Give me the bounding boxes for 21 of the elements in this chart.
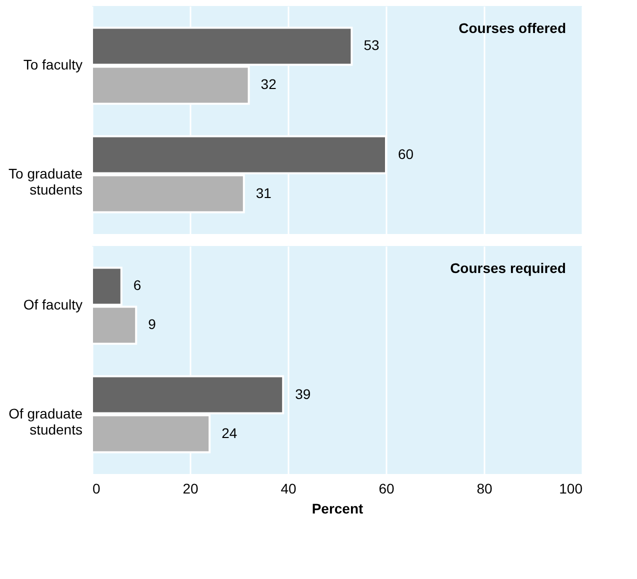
y-tick-label: To graduate students xyxy=(8,165,83,198)
y-tick-label: Of graduate students xyxy=(8,405,83,438)
data-label: 32 xyxy=(260,76,277,92)
x-tick-label: 20 xyxy=(182,480,198,496)
x-tick-label: 100 xyxy=(559,480,583,496)
data-label: 53 xyxy=(364,37,380,54)
text: Courses required xyxy=(450,260,566,276)
y-tick-label: To faculty xyxy=(23,56,82,73)
x-tick-label: 0 xyxy=(92,480,100,496)
data-label: 60 xyxy=(398,146,414,162)
data-label: 39 xyxy=(295,386,311,402)
x-tick-label: 60 xyxy=(378,480,394,496)
data-label: 9 xyxy=(148,316,156,332)
x-tick-label: 40 xyxy=(280,480,296,496)
x-tick-label: 80 xyxy=(476,480,492,496)
x-axis-title: Percent xyxy=(312,500,364,516)
y-tick-label: Of faculty xyxy=(23,296,82,313)
data-label: 6 xyxy=(133,277,142,294)
text: Courses offered xyxy=(458,20,566,36)
data-label: 31 xyxy=(256,184,272,201)
data-label: 24 xyxy=(222,424,238,441)
